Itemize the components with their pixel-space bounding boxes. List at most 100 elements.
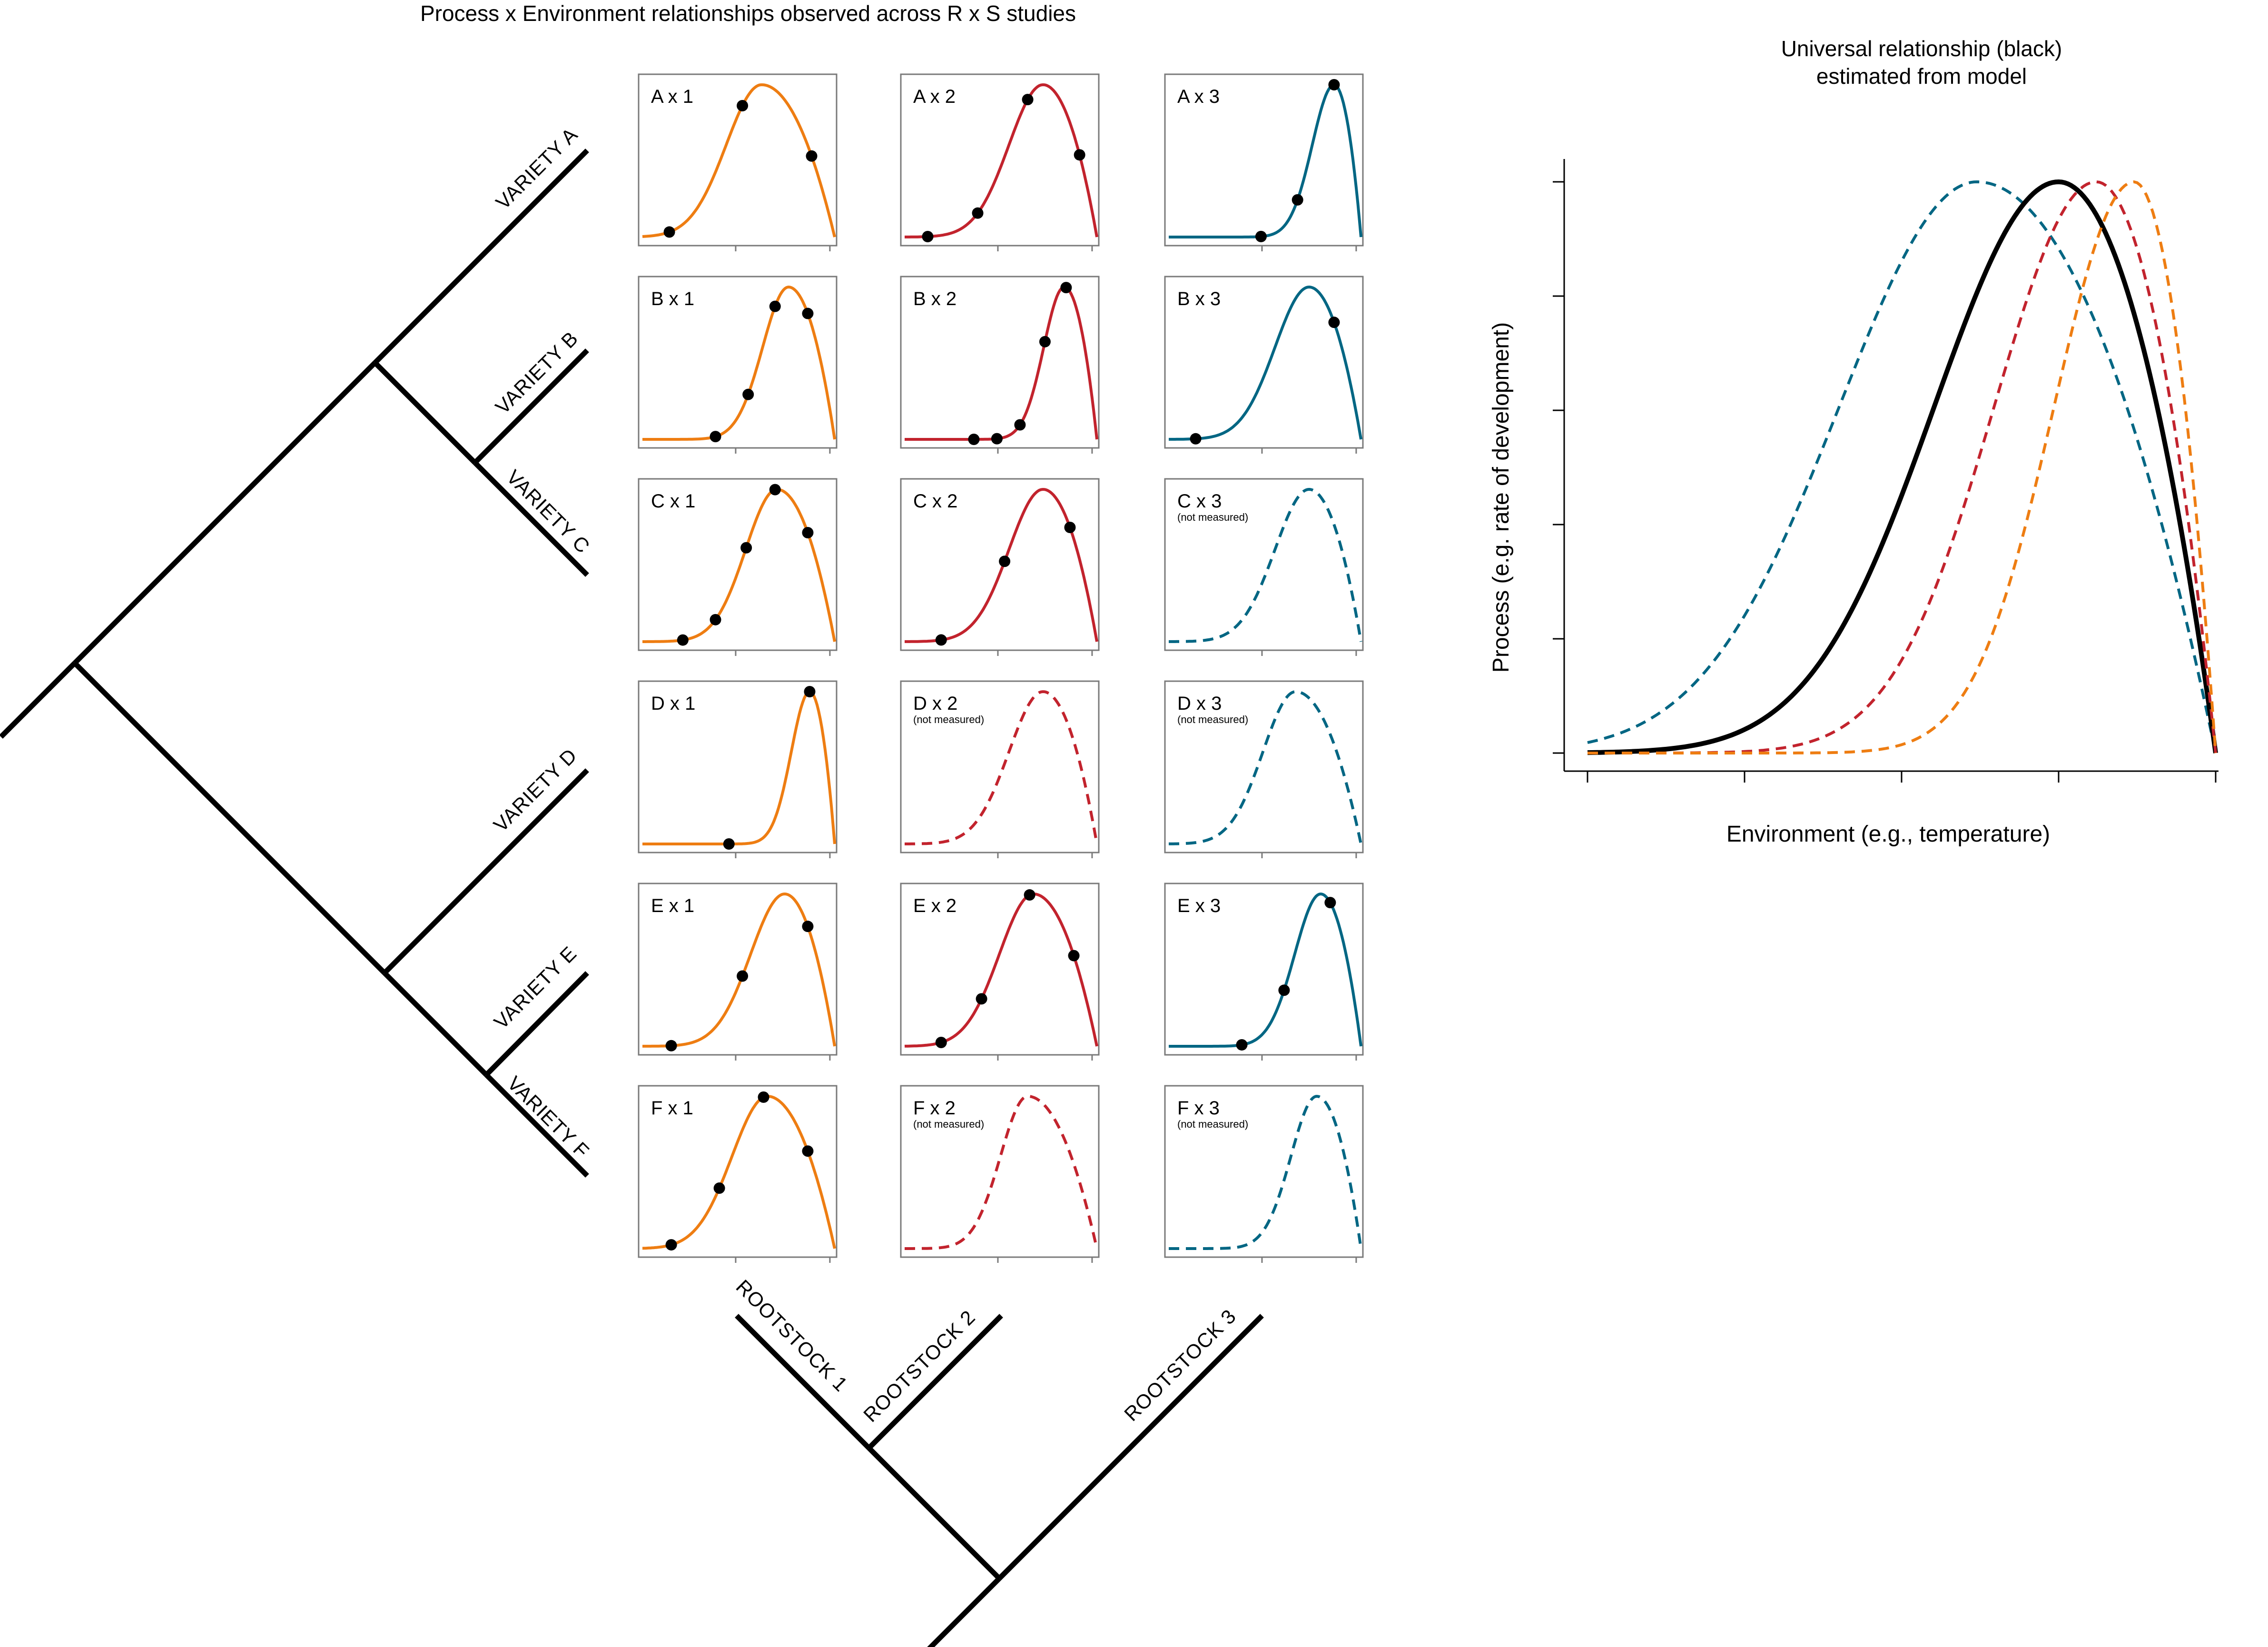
panel-frame (638, 73, 838, 247)
panel-label: C x 1 (651, 491, 695, 512)
panel-data-point (804, 686, 816, 697)
panel-data-point (742, 388, 754, 400)
panel-data-point (1014, 419, 1026, 431)
panel-label: F x 1 (651, 1098, 693, 1119)
panel-note: (not measured) (1177, 714, 1248, 725)
panel-f-2: F x 2(not measured) (900, 1085, 1100, 1263)
variety-tree-branch-a (373, 149, 589, 365)
universal-x-label: Environment (e.g., temperature) (1726, 822, 2050, 847)
panel-b-1: B x 1 (638, 276, 838, 454)
panel-data-point (737, 100, 749, 112)
panel-data-point (740, 542, 752, 554)
panel-frame (1164, 73, 1364, 247)
universal-chart: Universal relationship (black) estimated… (1489, 36, 2219, 847)
panel-frame (900, 680, 1100, 853)
universal-curves (1587, 179, 2218, 755)
panel-data-point (922, 230, 934, 242)
rootstock-tree-branch-2 (867, 1314, 1003, 1450)
panel-label: B x 3 (1177, 288, 1221, 309)
panel-d-2: D x 2(not measured) (900, 680, 1100, 858)
panel-label: E x 3 (1177, 895, 1221, 916)
panel-data-point (769, 484, 781, 496)
variety-label-f: VARIETY F (503, 1072, 593, 1162)
panel-f-1: F x 1 (638, 1085, 838, 1263)
panel-data-point (1328, 317, 1340, 328)
panel-data-point (677, 634, 689, 646)
panel-frame (1164, 276, 1364, 449)
variety-tree-branch-c (473, 461, 589, 577)
panel-curve (1169, 892, 1362, 1048)
panel-data-point (710, 614, 721, 625)
panel-frame (638, 1085, 838, 1258)
panel-curve (642, 1094, 836, 1250)
panel-data-point (1292, 194, 1303, 206)
panel-data-point (1068, 950, 1080, 962)
panel-d-1: D x 1 (638, 680, 838, 858)
panel-curve (905, 1094, 1098, 1250)
panel-label: F x 2 (913, 1098, 956, 1119)
panel-label: F x 3 (1177, 1098, 1220, 1119)
panel-frame (638, 680, 838, 853)
rootstock-tree-trunk (927, 1577, 1001, 1647)
panel-label: E x 1 (651, 895, 694, 916)
panel-frame (900, 478, 1100, 651)
panel-data-point (976, 993, 987, 1005)
variety-tree-branch-e (484, 971, 589, 1077)
panel-label: D x 1 (651, 693, 695, 714)
panel-label: E x 2 (913, 895, 957, 916)
variety-tree-branch-d (383, 768, 589, 975)
panel-data-point (1190, 433, 1202, 445)
panel-frame (1164, 1085, 1364, 1258)
panel-frame (900, 1085, 1100, 1258)
panel-data-point (991, 433, 1003, 445)
panel-curve (905, 286, 1098, 441)
panel-data-point (1060, 282, 1072, 294)
panel-frame (1164, 680, 1364, 853)
panel-data-point (999, 556, 1011, 567)
panel-data-point (968, 433, 980, 445)
panel-curve (904, 893, 1098, 1048)
universal-y-label: Process (e.g. rate of development) (1489, 322, 1514, 673)
panel-curve (1169, 1095, 1362, 1250)
variety-tree-trunk (0, 661, 77, 739)
panel-label: C x 3 (1177, 491, 1222, 512)
variety-tree-branch-f (484, 1073, 589, 1178)
panel-curve (642, 285, 836, 441)
panel-note: (not measured) (1177, 1118, 1248, 1130)
panel-label: A x 2 (913, 86, 956, 107)
panel-curve (905, 690, 1098, 845)
panel-frame (900, 276, 1100, 449)
variety-tree-branch-b (473, 348, 589, 465)
panel-frame (638, 883, 838, 1056)
panel-frame (900, 883, 1100, 1056)
panel-data-point (665, 1040, 677, 1052)
panel-d-3: D x 3(not measured) (1164, 680, 1364, 858)
universal-ticks (1553, 181, 2217, 783)
panel-data-point (1278, 984, 1290, 996)
rootstock-tree-branch-1 (735, 1314, 871, 1450)
rootstock-label-1: ROOTSTOCK 1 (732, 1275, 852, 1396)
panel-note: (not measured) (913, 1118, 984, 1130)
panel-data-point (1328, 79, 1340, 90)
panel-frame (1164, 883, 1364, 1056)
panel-frame (638, 478, 838, 651)
panel-data-point (1236, 1039, 1248, 1051)
rootstock-label-2: ROOTSTOCK 2 (859, 1306, 979, 1426)
panel-data-point (710, 431, 721, 443)
panel-curve (905, 83, 1098, 238)
panel-data-point (802, 1145, 814, 1157)
panel-data-point (1022, 94, 1034, 106)
panel-curve (1169, 83, 1362, 238)
panel-grid: A x 1 A x 2 A x 3 B x 1 B x 2 B x 3 C x 1 C x 2… (638, 73, 1364, 1263)
panel-data-point (1324, 897, 1336, 909)
variety-tree-upper-clade (73, 361, 377, 665)
panel-f-3: F x 3(not measured) (1164, 1085, 1364, 1263)
panel-curve (1169, 285, 1362, 441)
panel-note: (not measured) (913, 714, 984, 725)
variety-tree-lower-clade (73, 661, 386, 975)
panel-data-point (723, 838, 735, 850)
rootstock-tree: ROOTSTOCK 1 ROOTSTOCK 2 ROOTSTOCK 3 (732, 1275, 1264, 1647)
panel-data-point (972, 207, 984, 219)
panel-c-3: C x 3(not measured) (1164, 478, 1364, 656)
universal-title-line2: estimated from model (1816, 64, 2027, 89)
